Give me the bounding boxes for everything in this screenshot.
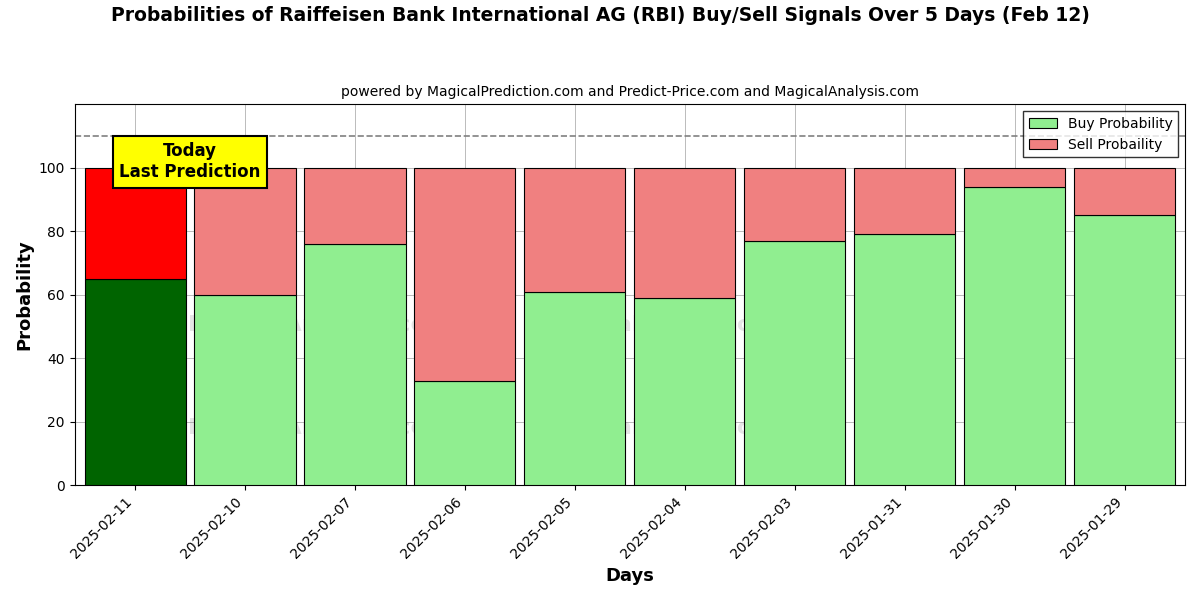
Text: Probabilities of Raiffeisen Bank International AG (RBI) Buy/Sell Signals Over 5 : Probabilities of Raiffeisen Bank Interna… (110, 6, 1090, 25)
Legend: Buy Probability, Sell Probaility: Buy Probability, Sell Probaility (1024, 111, 1178, 157)
Text: MagicalAnalysis.com: MagicalAnalysis.com (188, 315, 450, 335)
Text: MagicalAnalysis.com: MagicalAnalysis.com (188, 418, 450, 438)
Text: Today
Last Prediction: Today Last Prediction (119, 142, 260, 181)
Bar (635, 168, 736, 298)
Bar (194, 168, 295, 295)
Bar (854, 235, 955, 485)
Bar (84, 279, 186, 485)
Bar (964, 187, 1066, 485)
Y-axis label: Probability: Probability (16, 239, 34, 350)
Bar (305, 168, 406, 244)
Bar (854, 168, 955, 235)
X-axis label: Days: Days (605, 567, 654, 585)
Bar (524, 292, 625, 485)
Bar (305, 244, 406, 485)
Title: powered by MagicalPrediction.com and Predict-Price.com and MagicalAnalysis.com: powered by MagicalPrediction.com and Pre… (341, 85, 919, 99)
Bar (744, 168, 845, 241)
Bar (414, 380, 516, 485)
Bar (1074, 168, 1175, 215)
Bar (635, 298, 736, 485)
Bar (744, 241, 845, 485)
Bar (414, 168, 516, 380)
Text: MagicalPrediction.com: MagicalPrediction.com (542, 418, 828, 438)
Bar (964, 168, 1066, 187)
Bar (84, 168, 186, 279)
Bar (524, 168, 625, 292)
Text: MagicalPrediction.com: MagicalPrediction.com (542, 315, 828, 335)
Bar (1074, 215, 1175, 485)
Bar (194, 295, 295, 485)
